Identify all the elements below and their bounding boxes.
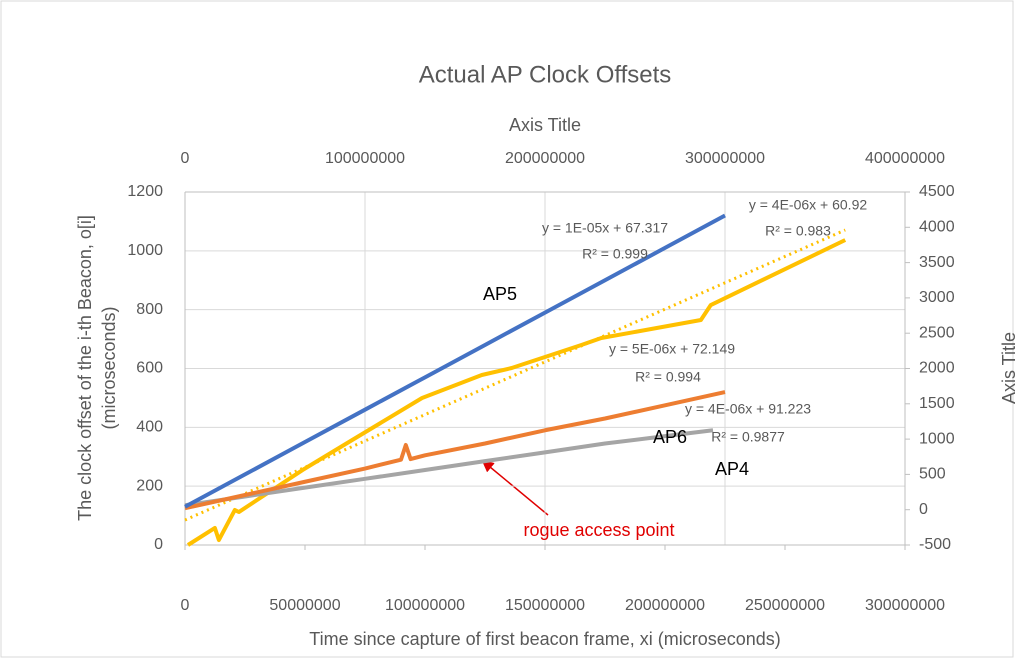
x-tick-label: 150000000 — [505, 597, 585, 614]
y2-tick-label: 1000 — [919, 430, 955, 447]
annotation: R² = 0.983 — [765, 223, 831, 239]
x2-tick-label: 100000000 — [325, 150, 405, 167]
y2-tick-label: 0 — [919, 501, 928, 518]
y-tick-label: 800 — [136, 301, 163, 318]
y-axis-label: (microseconds) — [99, 306, 119, 429]
x-tick-label: 300000000 — [865, 597, 945, 614]
y2-tick-label: 2500 — [919, 324, 955, 341]
y2-tick-label: 1500 — [919, 395, 955, 412]
annotation: AP6 — [653, 427, 687, 447]
x-tick-label: 250000000 — [745, 597, 825, 614]
series-line — [184, 213, 726, 509]
x-tick-label: 100000000 — [385, 597, 465, 614]
x2-tick-label: 200000000 — [505, 150, 585, 167]
y-tick-label: 0 — [154, 536, 163, 553]
x-tick-label: 200000000 — [625, 597, 705, 614]
trend-line — [184, 228, 846, 522]
y-axis-label: The clock offset of the i-th Beacon, o[i… — [75, 215, 95, 521]
annotation: y = 1E-05x + 67.317 — [542, 220, 668, 236]
x2-tick-label: 300000000 — [685, 150, 765, 167]
x2-tick-label: 0 — [181, 150, 190, 167]
y-tick-label: 600 — [136, 360, 163, 377]
chart-frame — [0, 0, 1014, 658]
annotation: R² = 0.994 — [635, 369, 701, 385]
annotation: y = 4E-06x + 60.92 — [749, 197, 868, 213]
annotation: AP4 — [715, 459, 749, 479]
y-tick-label: 1200 — [127, 183, 163, 200]
annotation: R² = 0.9877 — [711, 429, 785, 445]
x-tick-label: 50000000 — [269, 597, 340, 614]
y2-tick-label: -500 — [919, 536, 951, 553]
y-tick-label: 200 — [136, 477, 163, 494]
y2-axis-label: Axis Title — [999, 332, 1019, 404]
y-tick-label: 1000 — [127, 242, 163, 259]
x2-tick-label: 400000000 — [865, 150, 945, 167]
annotation: rogue access point — [523, 520, 674, 540]
y2-tick-label: 4500 — [919, 183, 955, 200]
series-line — [184, 390, 726, 511]
chart-title: Actual AP Clock Offsets — [419, 61, 672, 88]
y-tick-label: 400 — [136, 419, 163, 436]
series-line — [184, 428, 714, 508]
annotation: R² = 0.999 — [582, 246, 648, 262]
arrow — [481, 460, 549, 516]
annotation: AP5 — [483, 284, 517, 304]
x2-axis-label: Axis Title — [509, 115, 581, 135]
x-axis-label: Time since capture of first beacon frame… — [309, 629, 781, 649]
x-tick-label: 0 — [181, 597, 190, 614]
y2-tick-label: 4000 — [919, 219, 955, 236]
y2-tick-label: 3000 — [919, 289, 955, 306]
y2-tick-label: 3500 — [919, 254, 955, 271]
y2-tick-label: 2000 — [919, 360, 955, 377]
annotation: y = 4E-06x + 91.223 — [685, 401, 811, 417]
y2-tick-label: 500 — [919, 466, 946, 483]
series-line — [186, 238, 847, 547]
annotation: y = 5E-06x + 72.149 — [609, 341, 735, 357]
